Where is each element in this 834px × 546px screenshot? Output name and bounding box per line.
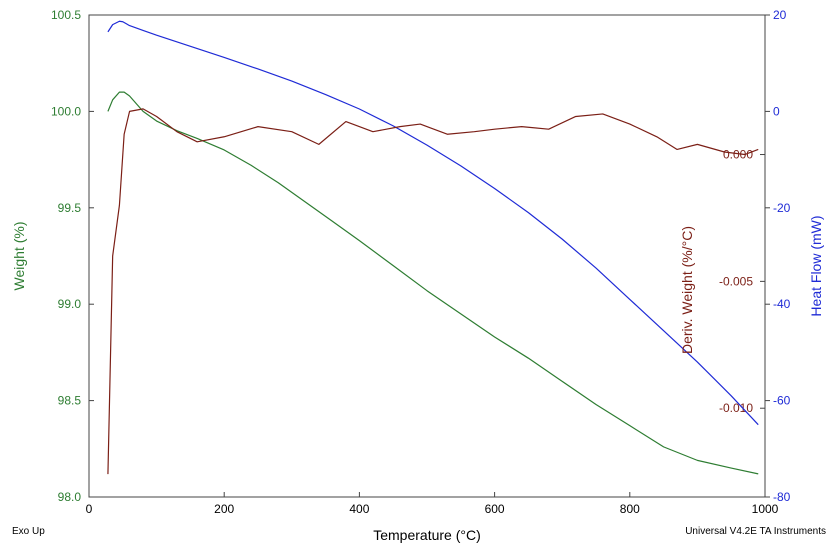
weight-axis-label: Weight (%) [11,222,27,291]
x-axis-label: Temperature (°C) [373,527,481,543]
series-line-heatflow [107,20,759,426]
weight-tick-label: 98.5 [58,394,82,408]
weight-tick-label: 99.5 [58,201,82,215]
series-layer [107,20,759,475]
heatflow-axis-ticks: -80 -60 -40 -20 0 20 [765,8,791,504]
software-version-label: Universal V4.2E TA Instruments [685,526,826,537]
deriv-axis-ticks: -0.010 -0.005 0.000 [719,148,765,415]
deriv-tick-label: -0.010 [719,401,753,415]
x-tick-label: 200 [214,502,234,516]
series-line-deriv [107,108,759,475]
heatflow-axis-label: Heat Flow (mW) [808,215,824,316]
x-tick-label: 800 [620,502,640,516]
weight-tick-label: 100.0 [51,104,81,118]
weight-tick-label: 99.0 [58,297,82,311]
x-tick-label: 1000 [752,502,779,516]
heatflow-tick-label: -60 [773,394,791,408]
heatflow-tick-label: 20 [773,8,787,22]
weight-tick-label: 100.5 [51,8,81,22]
exo-up-label: Exo Up [12,526,45,537]
weight-tick-label: 98.0 [58,490,82,504]
x-axis-ticks: 0 200 400 600 800 1000 [86,492,779,516]
heatflow-tick-label: -80 [773,490,791,504]
series-line-weight [107,91,759,475]
x-tick-label: 600 [485,502,505,516]
heatflow-tick-label: -40 [773,297,791,311]
deriv-tick-label: -0.005 [719,274,753,288]
x-tick-label: 400 [349,502,369,516]
deriv-axis-label: Deriv. Weight (%/°C) [679,226,695,354]
heatflow-tick-label: 0 [773,104,780,118]
heatflow-tick-label: -20 [773,201,791,215]
deriv-tick-label: 0.000 [723,148,753,162]
x-tick-label: 0 [86,502,93,516]
weight-axis-ticks: 98.0 98.5 99.0 99.5 100.0 100.5 [51,8,94,504]
plot-frame [88,14,766,498]
